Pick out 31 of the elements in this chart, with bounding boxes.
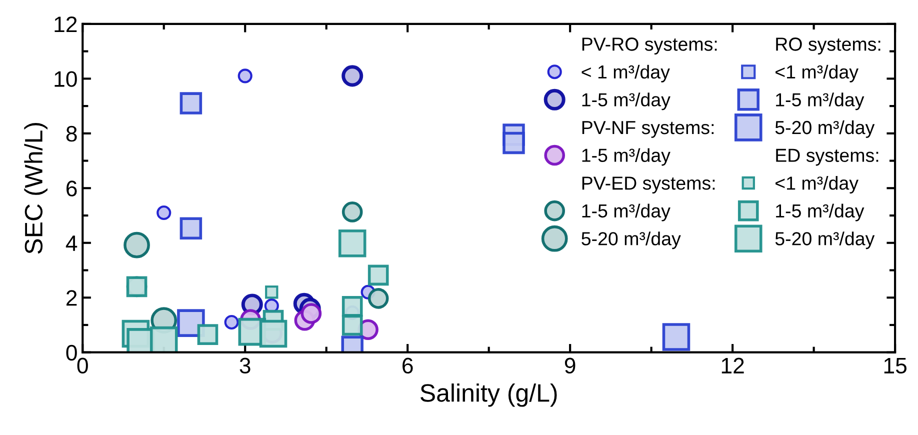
y-tick-label: 10 [54,71,77,87]
legend-label: 1-5 m³/day [582,148,670,166]
legend-label: 1-5 m³/day [776,92,864,110]
y-tick-label: 4 [66,236,78,251]
x-tick-label: 15 [884,358,906,374]
x-tick-label: 12 [722,358,744,374]
y-tick-label: 8 [66,126,77,142]
annotation: PV-RO systems: [582,38,717,55]
annotation: PV-ED systems: [582,176,715,194]
legend-label: 1-5 m³/day [776,204,864,222]
x-tick-label: 9 [564,358,576,374]
legend-label: 5-20 m³/day [775,232,875,250]
legend-label: 5-20 m³/day [775,120,875,138]
legend-label: <1 m³/day [776,176,858,194]
y-tick-label: 0 [66,344,77,361]
y-tick-label: 2 [66,290,77,306]
y-tick-label: 12 [54,16,77,32]
y-tick-label: 6 [66,180,77,196]
legend-label: 1-5 m³/day [582,92,670,110]
annotation: ED systems: [776,148,878,166]
legend-label: < 1 m³/day [582,64,670,82]
x-axis-title: Salinity (g/L) [420,383,557,407]
x-tick-label: 3 [240,358,250,374]
x-tick-label: 0 [77,358,88,374]
annotation: RO systems: [776,38,880,55]
legend-label: 5-20 m³/day [582,232,681,250]
y-axis-title: SEC (Wh/L) [24,123,48,254]
legend-label: 1-5 m³/day [582,204,670,222]
legend-label: <1 m³/day [776,64,858,82]
annotation: PV-NF systems: [582,121,714,138]
x-tick-label: 6 [402,358,413,374]
